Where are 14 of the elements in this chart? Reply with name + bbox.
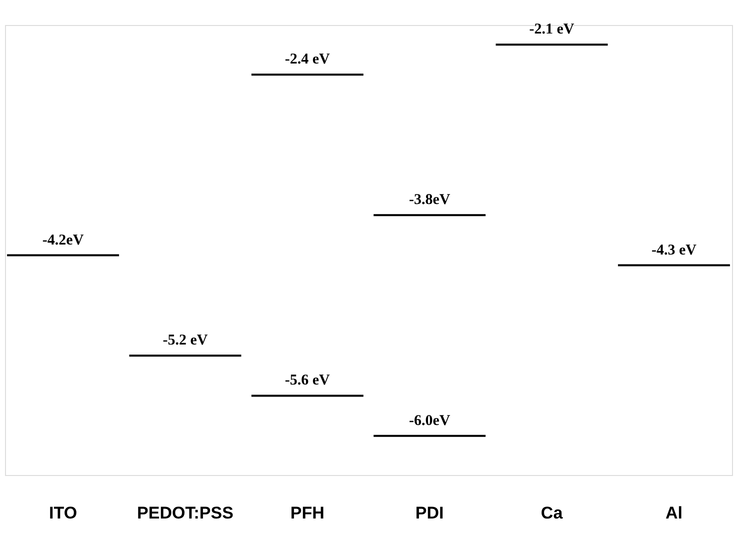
data-label: -5.2 eV — [162, 332, 208, 349]
data-label: -3.8eV — [408, 192, 450, 208]
data-label: -4.2eV — [42, 232, 84, 248]
category-label: PDI — [415, 504, 444, 522]
data-label: -6.0eV — [408, 412, 450, 429]
data-label: -2.4 eV — [284, 52, 330, 68]
category-label: Ca — [540, 504, 564, 522]
category-label: PFH — [290, 504, 324, 522]
category-label: PEDOT:PSS — [137, 504, 234, 522]
category-label: Al — [665, 504, 682, 522]
category-label: ITO — [49, 504, 78, 522]
data-label: -4.3 eV — [651, 242, 697, 258]
data-label: -5.6 eV — [284, 372, 330, 389]
data-label: -2.1 eV — [529, 22, 574, 38]
